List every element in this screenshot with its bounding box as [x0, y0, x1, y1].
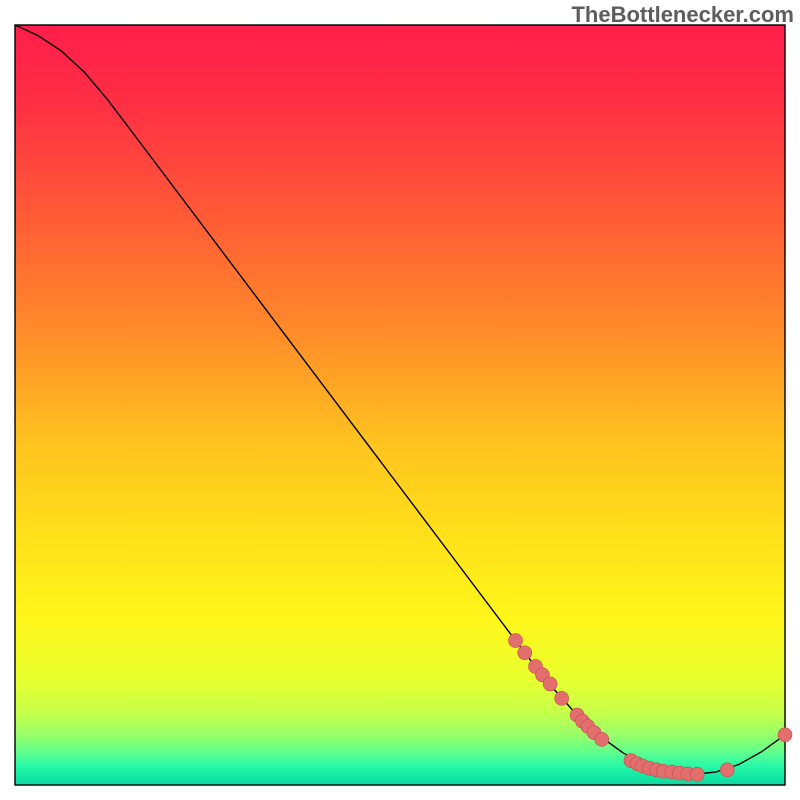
curve-marker: [555, 691, 569, 705]
bottleneck-curve-chart: [0, 0, 800, 800]
chart-background: [15, 25, 785, 785]
curve-marker: [778, 728, 792, 742]
curve-marker: [595, 732, 609, 746]
curve-marker: [543, 677, 557, 691]
chart-container: TheBottlenecker.com: [0, 0, 800, 800]
curve-marker: [518, 646, 532, 660]
curve-marker: [690, 767, 704, 781]
curve-marker: [509, 634, 523, 648]
watermark-text: TheBottlenecker.com: [571, 2, 794, 28]
curve-marker: [720, 763, 734, 777]
